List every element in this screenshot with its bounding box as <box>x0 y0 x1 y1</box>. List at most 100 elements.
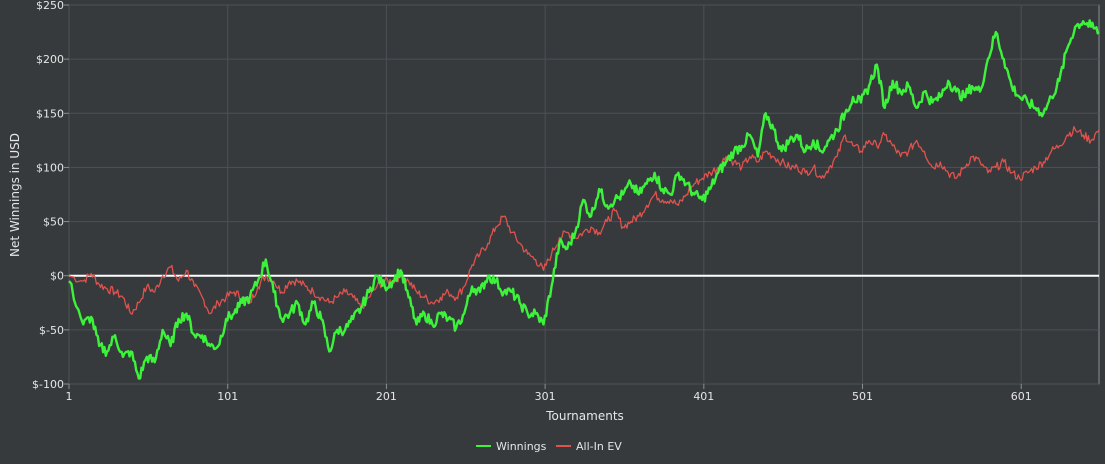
data-point <box>194 286 195 287</box>
x-tick-label: 101 <box>217 390 238 403</box>
data-point <box>321 318 322 319</box>
legend[interactable]: Winnings All-In EV <box>476 440 622 453</box>
data-point <box>432 324 433 325</box>
data-point <box>789 167 790 168</box>
data-point <box>456 297 457 298</box>
data-point <box>106 351 107 352</box>
data-point <box>852 145 853 146</box>
data-point <box>876 64 877 65</box>
y-tick-label: $100 <box>36 161 64 174</box>
data-point <box>670 194 671 195</box>
data-point <box>654 194 655 195</box>
data-point <box>971 156 972 157</box>
data-point <box>114 291 115 292</box>
data-point <box>194 335 195 336</box>
y-tick-label: $50 <box>43 216 64 229</box>
data-point <box>1067 48 1068 49</box>
data-point <box>257 281 258 282</box>
data-point <box>186 270 187 271</box>
data-point <box>400 270 401 271</box>
data-point <box>1051 96 1052 97</box>
x-axis-title: Tournaments <box>545 409 624 423</box>
data-point <box>440 313 441 314</box>
data-point <box>813 167 814 168</box>
data-point <box>448 318 449 319</box>
data-point <box>559 237 560 238</box>
data-point <box>1083 134 1084 135</box>
data-point <box>178 281 179 282</box>
data-point <box>765 113 766 114</box>
data-point <box>479 291 480 292</box>
data-point <box>979 161 980 162</box>
data-point <box>297 281 298 282</box>
data-point <box>313 302 314 303</box>
data-point <box>797 167 798 168</box>
data-point <box>678 172 679 173</box>
data-point <box>408 297 409 298</box>
data-point <box>503 216 504 217</box>
data-point <box>130 351 131 352</box>
data-point <box>543 270 544 271</box>
data-point <box>511 291 512 292</box>
data-point <box>614 210 615 211</box>
data-point <box>638 194 639 195</box>
x-tick-label: 1 <box>66 390 73 403</box>
data-point <box>281 318 282 319</box>
data-point <box>99 346 100 347</box>
data-point <box>829 167 830 168</box>
data-point <box>702 199 703 200</box>
data-point <box>305 286 306 287</box>
x-tick-label: 501 <box>852 390 873 403</box>
data-point <box>837 129 838 130</box>
data-point <box>733 151 734 152</box>
legend-item[interactable]: All-In EV <box>556 440 622 453</box>
data-point <box>551 253 552 254</box>
data-point <box>456 327 457 328</box>
data-point <box>844 134 845 135</box>
data-point <box>241 302 242 303</box>
data-point <box>289 281 290 282</box>
data-point <box>122 356 123 357</box>
data-point <box>146 286 147 287</box>
data-point <box>948 172 949 173</box>
data-point <box>686 183 687 184</box>
data-point <box>932 102 933 103</box>
data-point <box>337 297 338 298</box>
data-point <box>1075 129 1076 130</box>
data-point <box>1059 145 1060 146</box>
data-point <box>146 356 147 357</box>
data-point <box>765 151 766 152</box>
data-point <box>416 291 417 292</box>
legend-label: All-In EV <box>576 440 622 453</box>
data-point <box>821 151 822 152</box>
data-point <box>464 286 465 287</box>
data-point <box>654 172 655 173</box>
data-point <box>329 302 330 303</box>
data-point <box>1035 167 1036 168</box>
data-point <box>987 172 988 173</box>
data-point <box>860 102 861 103</box>
data-point <box>1027 172 1028 173</box>
data-point <box>376 286 377 287</box>
data-point <box>106 288 107 289</box>
data-point <box>1059 80 1060 81</box>
data-point <box>122 297 123 298</box>
data-point <box>416 324 417 325</box>
data-point <box>495 226 496 227</box>
data-point <box>622 194 623 195</box>
legend-label: Winnings <box>496 440 547 453</box>
data-point <box>900 156 901 157</box>
data-point <box>606 221 607 222</box>
data-point <box>725 156 726 157</box>
data-point <box>138 378 139 379</box>
data-point <box>424 313 425 314</box>
data-point <box>464 313 465 314</box>
y-tick-label: $150 <box>36 107 64 120</box>
legend-item[interactable]: Winnings <box>476 440 547 453</box>
data-point <box>1067 134 1068 135</box>
data-point <box>702 178 703 179</box>
data-point <box>868 86 869 87</box>
data-point <box>987 59 988 60</box>
